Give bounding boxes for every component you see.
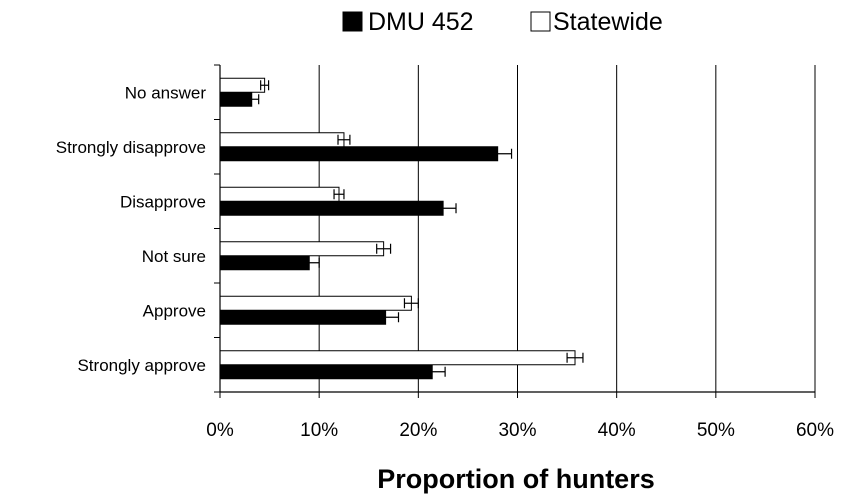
- category-label-approve: Approve: [143, 301, 206, 320]
- bar-statewide-no-answer: [219, 77, 266, 93]
- bar-dmu-452-approve: [219, 309, 387, 325]
- category-label-no-answer: No answer: [125, 83, 207, 102]
- x-axis-title: Proportion of hunters: [377, 464, 654, 494]
- bar-dmu-452-strongly-approve: [219, 364, 433, 380]
- bar-statewide-disapprove: [219, 186, 340, 202]
- x-tick-label: 10%: [300, 420, 338, 441]
- x-tick-label: 60%: [796, 420, 834, 441]
- x-tick-label: 50%: [697, 420, 735, 441]
- category-label-not-sure: Not sure: [142, 247, 206, 266]
- bar-dmu-452-not-sure: [219, 255, 310, 271]
- bar-statewide-strongly-approve: [219, 350, 576, 366]
- tick-labels: 0% 10% 20% 30% 40% 50% 60%: [206, 420, 834, 441]
- category-label-strongly-approve: Strongly approve: [77, 356, 206, 375]
- x-tick-label: 40%: [598, 420, 636, 441]
- x-tick-label: 30%: [498, 420, 536, 441]
- bar-dmu-452-disapprove: [219, 200, 444, 216]
- legend-swatch-statewide: [530, 11, 551, 32]
- bar-statewide-approve: [219, 295, 412, 311]
- legend-label-dmu-452: DMU 452: [368, 8, 474, 36]
- legend: DMU 452 Statewide: [342, 8, 663, 36]
- bars: [219, 77, 584, 380]
- category-label-disapprove: Disapprove: [120, 192, 206, 211]
- x-tick-label: 20%: [399, 420, 437, 441]
- legend-label-statewide: Statewide: [553, 8, 663, 36]
- gridlines: [318, 65, 816, 392]
- bar-statewide-strongly-disapprove: [219, 132, 345, 148]
- axes: [214, 64, 816, 398]
- bar-statewide-not-sure: [219, 241, 385, 257]
- x-tick-label: 0%: [206, 420, 234, 441]
- category-labels: No answer Strongly disapprove Disapprove No…: [56, 83, 207, 375]
- category-label-strongly-disapprove: Strongly disapprove: [56, 138, 206, 157]
- bar-dmu-452-strongly-disapprove: [219, 146, 499, 162]
- legend-swatch-dmu-452: [342, 11, 363, 32]
